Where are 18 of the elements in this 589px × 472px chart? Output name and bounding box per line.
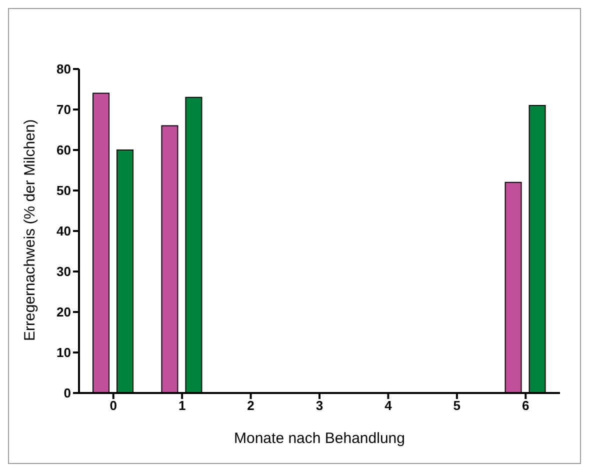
x-tick-label: 6 <box>522 398 530 414</box>
x-tick-label: 0 <box>110 398 117 414</box>
x-tick-label: 4 <box>384 398 393 414</box>
x-axis-title: Monate nach Behandlung <box>234 430 405 447</box>
y-tick-label: 10 <box>56 345 71 360</box>
x-tick-label: 2 <box>247 398 254 414</box>
x-tick-label: 1 <box>178 398 186 414</box>
y-tick-label: 0 <box>64 386 71 401</box>
y-tick-label: 30 <box>56 264 71 280</box>
y-tick-label: 60 <box>56 142 71 158</box>
y-tick-label: 70 <box>56 102 71 118</box>
x-tick-label: 5 <box>453 398 461 414</box>
y-axis-title: Erregernachweis (% der Milchen) <box>21 119 38 341</box>
y-tick-label: 80 <box>56 62 71 77</box>
y-tick-label: 20 <box>56 304 71 320</box>
x-tick-label: 3 <box>316 398 324 414</box>
y-tick-label: 40 <box>56 224 71 239</box>
y-tick-label: 50 <box>56 183 71 198</box>
